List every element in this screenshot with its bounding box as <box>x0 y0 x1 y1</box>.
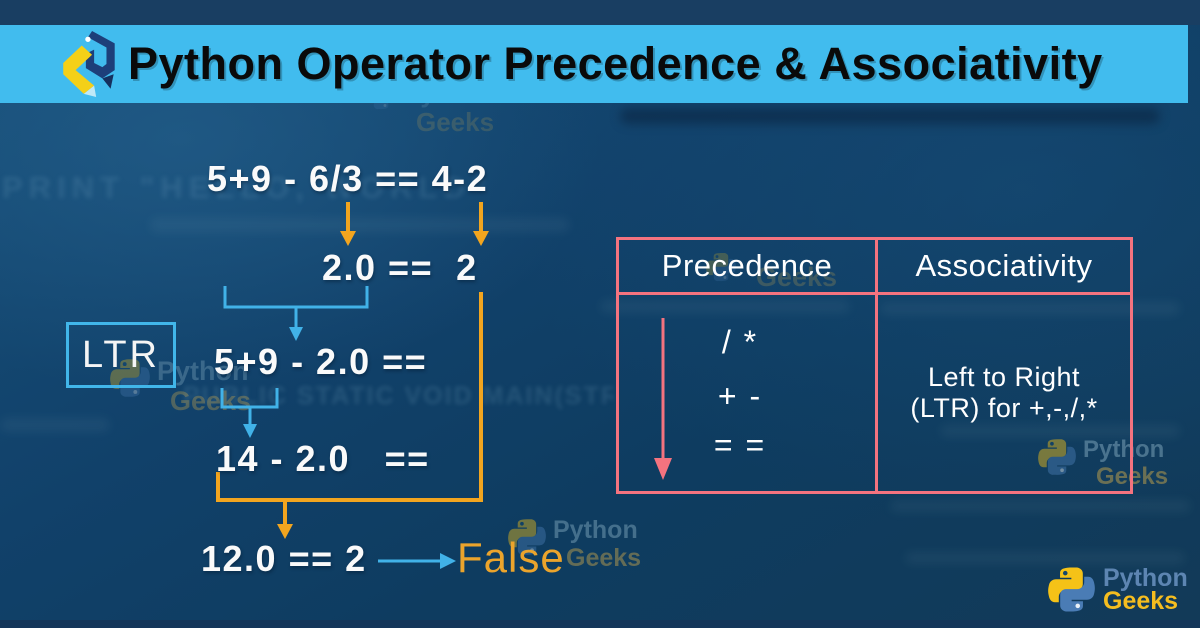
expression-step-5: 12.0 == 2 <box>201 538 367 579</box>
operator-row-div-mul: / * <box>721 324 759 360</box>
precedence-table: Precedence Associativity / * + - = = Lef… <box>616 237 1133 494</box>
operator-row-equality: = = <box>713 427 767 463</box>
expression-step-3: 5+9 - 2.0 == <box>214 341 428 382</box>
blue-brackets <box>220 286 442 563</box>
top-strip <box>0 0 1200 25</box>
ltr-label: LTR <box>82 333 160 376</box>
watermark-table-header: Geeks <box>706 252 837 291</box>
table-header-row: Precedence Associativity <box>619 240 1130 295</box>
background-smudge <box>600 300 850 313</box>
associativity-cell: Left to Right (LTR) for +,-,/,* <box>878 295 1130 491</box>
brand-python-label: Python <box>1103 563 1188 592</box>
watermark-python-label: Python <box>553 516 638 544</box>
expression-step-1: 5+9 - 6/3 == 4-2 <box>207 158 489 199</box>
background-smudge <box>890 500 1190 512</box>
operator-row-add-sub: + - <box>717 378 763 414</box>
watermark-bottom-center: Python Geeks <box>508 518 641 571</box>
page-title: Python Operator Precedence & Associativi… <box>128 38 1103 89</box>
background-smudge <box>0 418 110 432</box>
watermark-geeks-label: Geeks <box>756 262 838 292</box>
background-code-1: PRINT "HELLO, WORLD" <box>2 170 493 205</box>
result-false-label: False <box>457 534 565 581</box>
header-band <box>0 25 1188 103</box>
watermark-geeks-label: Geeks <box>566 544 642 572</box>
table-body-row: / * + - = = Left to Right (LTR) for +,-,… <box>619 295 1130 491</box>
ltr-box: LTR <box>66 322 176 388</box>
associativity-header-cell: Associativity <box>915 248 1093 283</box>
associativity-text-line-1: Left to Right <box>927 362 1081 392</box>
background-smudge <box>620 108 1160 124</box>
background-smudge <box>880 302 1180 315</box>
pythongeeks-logo: Python Geeks <box>1048 563 1188 615</box>
precedence-header-cell: Precedence <box>619 240 878 292</box>
precedence-cell: / * + - = = <box>619 295 878 491</box>
bottom-strip <box>0 620 1200 628</box>
brand-geeks-label: Geeks <box>1103 586 1179 615</box>
background-smudge <box>150 218 570 232</box>
python-logo-icon <box>1048 566 1095 613</box>
watermark-geeks-label: Geeks <box>416 107 495 137</box>
watermark-geeks-label: Geeks <box>170 386 252 416</box>
background-smudge <box>905 552 1185 564</box>
expression-step-2: 2.0 == 2 <box>322 247 478 288</box>
expression-step-4: 14 - 2.0 == <box>216 438 430 479</box>
pythongeeks-hex-logo-icon <box>63 31 115 97</box>
background-smudge <box>940 425 1180 437</box>
associativity-text-line-2: (LTR) for +,-,/,* <box>910 393 1098 423</box>
watermark-python-label: Python <box>1083 436 1165 463</box>
